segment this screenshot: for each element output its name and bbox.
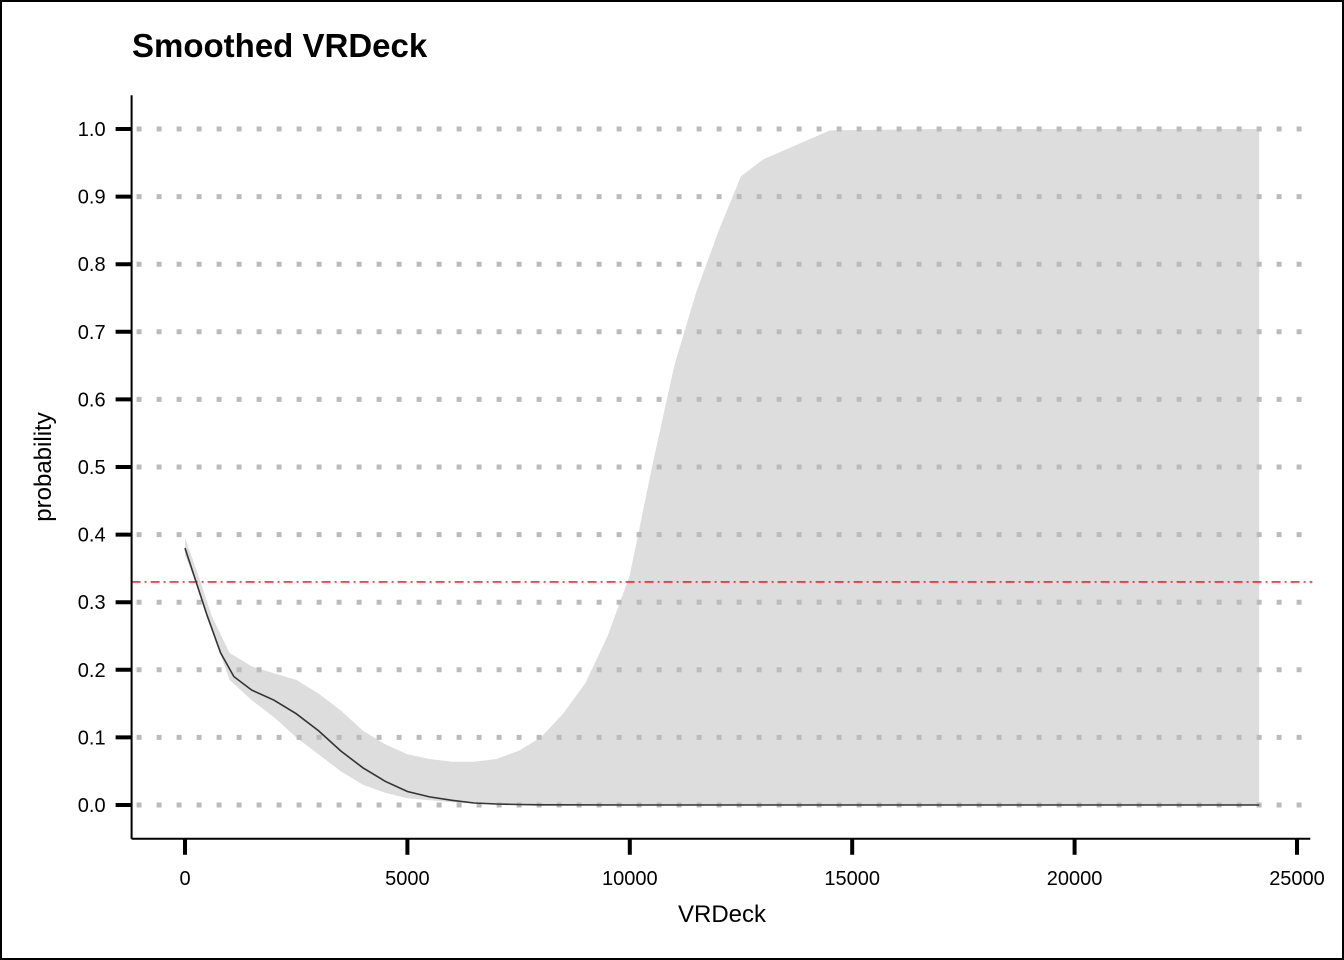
chart-title: Smoothed VRDeck	[132, 27, 428, 64]
x-tick-label: 0	[179, 868, 190, 890]
y-tick-label: 0.4	[78, 525, 106, 547]
y-tick-label: 0.2	[78, 660, 106, 682]
y-axis-title: probability	[30, 412, 57, 521]
y-tick-label: 0.8	[78, 254, 106, 276]
y-tick-label: 0.1	[78, 727, 106, 749]
smoothed-line-layer	[184, 547, 1260, 806]
axes-layer: 0.0 0.1 0.2 0.3 0.4 0.5 0.6 0.7 0.8 0.9 1.0 0 5000 10…	[78, 95, 1325, 890]
x-axis-title: VRDeck	[678, 901, 767, 928]
smoothed-line	[184, 547, 1260, 806]
y-tick-label: 0.3	[78, 592, 106, 614]
y-tick-label: 1.0	[78, 119, 106, 141]
x-tick-label: 20000	[1047, 868, 1103, 890]
confidence-band	[185, 129, 1260, 805]
y-tick-label: 0.9	[78, 187, 106, 209]
y-tick-label: 0.5	[78, 457, 106, 479]
y-tick-label: 0.0	[78, 795, 106, 817]
y-tick-label: 0.7	[78, 322, 106, 344]
x-tick-label: 10000	[602, 868, 658, 890]
x-tick-label: 15000	[824, 868, 880, 890]
y-tick-label: 0.6	[78, 389, 106, 411]
confidence-band-layer	[185, 129, 1260, 805]
x-tick-label: 25000	[1269, 868, 1325, 890]
x-tick-label: 5000	[385, 868, 430, 890]
